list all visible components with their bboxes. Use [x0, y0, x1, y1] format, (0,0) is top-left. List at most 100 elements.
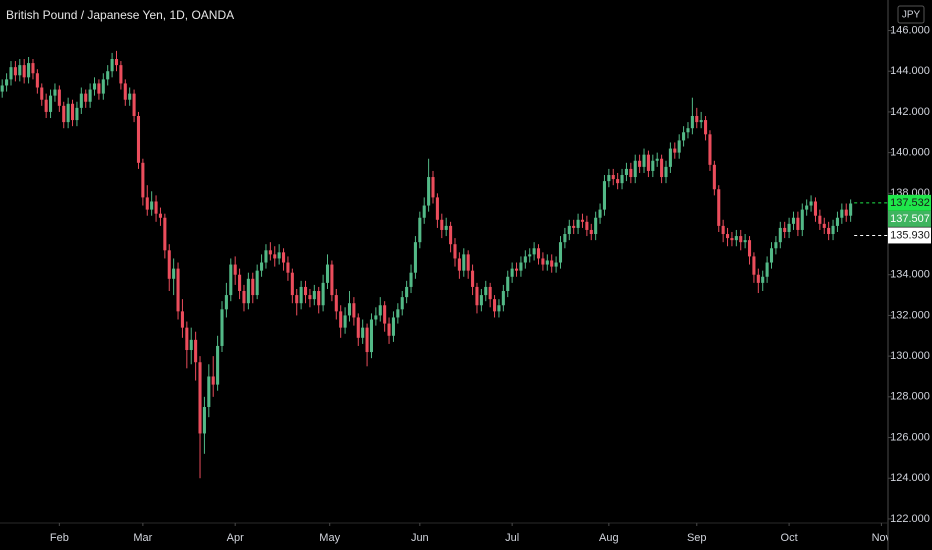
candle-body [484, 286, 488, 296]
candle-body [708, 134, 712, 165]
candle-body [563, 234, 567, 243]
candle-body [119, 65, 123, 84]
candle-body [268, 250, 272, 255]
candle-body [567, 225, 571, 235]
currency-label: JPY [902, 10, 921, 21]
x-tick-label: Aug [599, 532, 619, 544]
candle-body [44, 99, 48, 112]
candle-body [418, 217, 422, 243]
candle-body [633, 160, 637, 178]
candle-body [374, 315, 378, 320]
chart-title: British Pound / Japanese Yen, 1D, OANDA [6, 8, 234, 22]
candle-body [827, 227, 831, 235]
candle-body [92, 83, 97, 90]
candle-body [611, 175, 615, 180]
candle-body [202, 407, 206, 434]
candle-body [97, 83, 101, 94]
candle-body [0, 85, 4, 92]
candle-body [330, 264, 334, 296]
candle-body [176, 268, 180, 312]
candle-body [607, 175, 611, 182]
candle-body [282, 252, 286, 263]
candle-body [831, 225, 835, 235]
candle-body [211, 376, 215, 385]
candle-body [251, 278, 255, 296]
candle-body [431, 177, 435, 198]
y-tick-label: 144.000 [890, 65, 930, 77]
candle-body [132, 93, 136, 116]
y-tick-label: 140.000 [890, 147, 930, 159]
candle-body [207, 376, 211, 408]
candle-body [594, 217, 598, 235]
y-tick-label: 134.000 [890, 269, 930, 281]
candle-body [712, 164, 716, 190]
candle-body [752, 256, 756, 275]
currency-box [897, 5, 925, 24]
candle-body [260, 262, 264, 271]
candle-body [642, 154, 646, 167]
candle-body [840, 209, 844, 218]
candle-body [409, 272, 413, 287]
candle-body [198, 362, 202, 434]
price-label-box [888, 194, 931, 211]
candle-body [655, 158, 659, 161]
candle-body [396, 309, 400, 318]
candle-body [585, 221, 589, 230]
candle-body [405, 286, 409, 298]
candle-body [660, 158, 664, 178]
candle-body [255, 270, 259, 296]
candle-body [796, 217, 800, 230]
candle-body [769, 248, 774, 263]
candle-body [721, 225, 725, 235]
candle-body [589, 229, 593, 235]
candle-body [774, 242, 778, 249]
candle-body [690, 115, 694, 129]
candle-body [352, 303, 356, 318]
candle-body [343, 315, 347, 328]
y-tick-label: 128.000 [890, 391, 930, 403]
candle-body [154, 201, 158, 214]
candle-body [677, 140, 681, 153]
y-tick-label: 142.000 [890, 106, 930, 118]
x-axis: Feb Mar Apr May Jun Jul Aug Sep Oct Nov [50, 523, 888, 544]
candle-body [53, 89, 57, 96]
candle-body [444, 225, 448, 230]
candle-body [308, 295, 312, 300]
candle-body [27, 63, 31, 78]
candle-body [791, 217, 796, 224]
price-label: 137.507 [890, 213, 930, 225]
candle-body [726, 234, 730, 239]
candle-body [369, 319, 374, 353]
candle-body [686, 128, 690, 133]
candle-body [88, 89, 92, 102]
candle-body [761, 276, 765, 283]
candle-body [572, 225, 576, 228]
candle-body [730, 238, 734, 241]
candle-body [453, 244, 457, 259]
candle-body [378, 305, 382, 316]
candle-body [387, 323, 391, 336]
candle-body [664, 166, 668, 178]
candle-body [185, 327, 189, 351]
candle-body [383, 305, 387, 324]
candle-body [356, 317, 360, 338]
candle-body [501, 291, 505, 306]
x-tick-label: Jul [505, 532, 519, 544]
candle-body [347, 303, 352, 316]
candle-body [79, 93, 83, 108]
candle-body [528, 254, 532, 257]
candle-body [756, 274, 760, 283]
candle-body [778, 227, 782, 243]
candle-body [273, 254, 277, 259]
candle-body [321, 282, 325, 306]
candle-body [835, 217, 839, 226]
candle-body [479, 295, 483, 306]
candle-body [682, 132, 686, 141]
candle-body [167, 250, 171, 279]
candle-body [813, 201, 818, 216]
x-tick-label: Apr [227, 532, 244, 544]
candle-body [743, 240, 747, 243]
candle-body [849, 203, 853, 216]
